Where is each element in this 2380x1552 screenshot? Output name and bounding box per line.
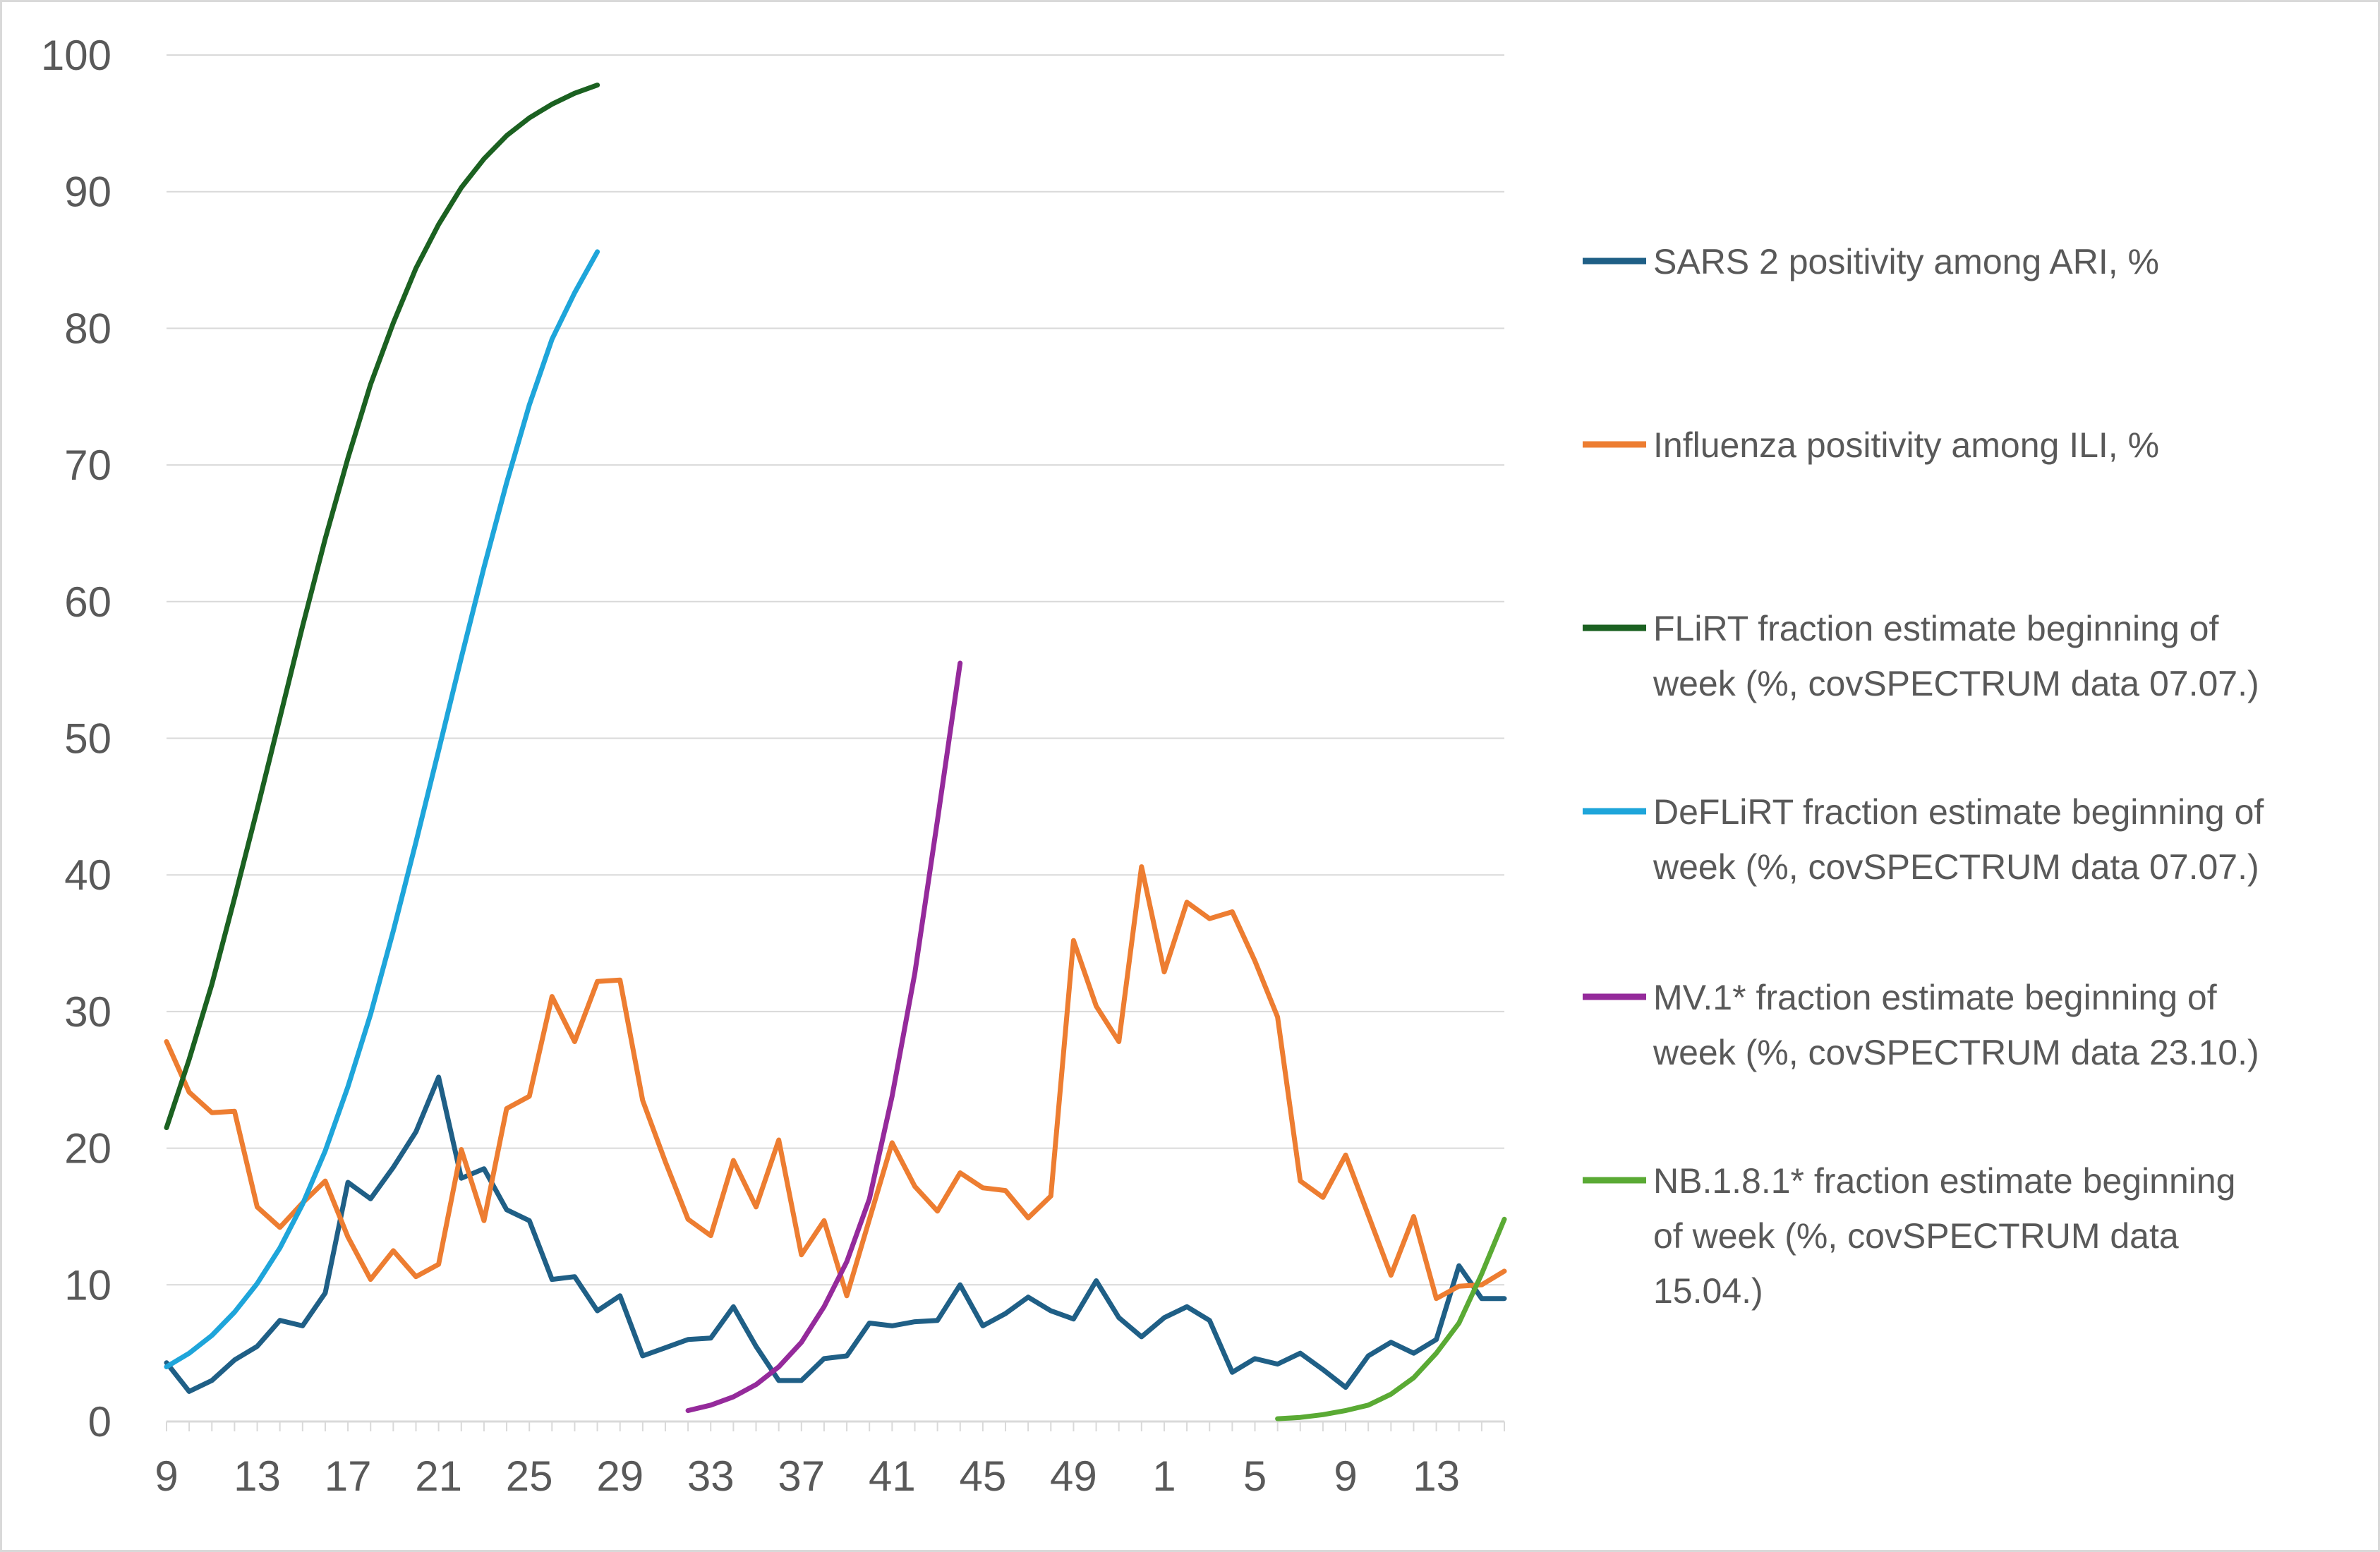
- x-tick-label: 13: [234, 1453, 281, 1500]
- x-tick-label: 13: [1413, 1453, 1460, 1500]
- y-tick-label: 60: [64, 578, 111, 626]
- x-tick-label: 41: [869, 1453, 916, 1500]
- legend-item: MV.1* fraction estimate beginning of week…: [1583, 978, 2259, 1072]
- legend-label: of week (%, covSPECTRUM data: [1653, 1216, 2179, 1256]
- legend-label: week (%, covSPECTRUM data 23.10.): [1653, 1033, 2259, 1072]
- y-tick-label: 50: [64, 715, 111, 763]
- y-tick-label: 40: [64, 851, 111, 899]
- legend-label: week (%, covSPECTRUM data 07.07.): [1653, 664, 2259, 703]
- legend-label: FLiRT fraction estimate beginning of: [1653, 609, 2218, 648]
- y-tick-label: 100: [41, 32, 111, 79]
- legend-item: SARS 2 positivity among ARI, %: [1583, 242, 2159, 281]
- x-tick-label: 17: [325, 1453, 372, 1500]
- x-tick-label: 9: [155, 1453, 178, 1500]
- x-tick-label: 5: [1243, 1453, 1267, 1500]
- x-tick-label: 49: [1050, 1453, 1097, 1500]
- legend-item: NB.1.8.1* fraction estimate beginning of …: [1583, 1161, 2236, 1311]
- y-tick-label: 0: [88, 1398, 111, 1445]
- legend-label: DeFLiRT fraction estimate beginning of: [1653, 792, 2264, 832]
- y-tick-label: 20: [64, 1125, 111, 1172]
- series-line-6: [1275, 1216, 1507, 1421]
- legend-item: FLiRT fraction estimate beginning of week…: [1583, 609, 2259, 703]
- series-line-4: [164, 249, 600, 1369]
- x-tick-label: 21: [415, 1453, 462, 1500]
- y-tick-label: 10: [64, 1261, 111, 1309]
- x-tick-label: 25: [506, 1453, 553, 1500]
- legend: SARS 2 positivity among ARI, % Influenza …: [1583, 242, 2264, 1311]
- x-axis-tick-labels: 9 13 17 21 25 29 33 37 41 45 49 1 5 9 13: [155, 1453, 1460, 1500]
- y-tick-label: 90: [64, 169, 111, 216]
- series-line-1: [164, 1074, 1507, 1394]
- y-axis-tick-labels: 0 10 20 30 40 50 60 70 80 90 100: [41, 32, 111, 1445]
- legend-item: Influenza positivity among ILI, %: [1583, 425, 2159, 465]
- series-line-5: [685, 660, 963, 1413]
- legend-label: NB.1.8.1* fraction estimate beginning: [1653, 1161, 2236, 1201]
- x-tick-label: 37: [778, 1453, 825, 1500]
- x-tick-label: 33: [687, 1453, 735, 1500]
- y-tick-label: 70: [64, 442, 111, 489]
- x-tick-label: 29: [596, 1453, 644, 1500]
- x-tick-label: 9: [1334, 1453, 1357, 1500]
- legend-label: SARS 2 positivity among ARI, %: [1653, 242, 2159, 281]
- x-tick-label: 1: [1152, 1453, 1176, 1500]
- legend-label: MV.1* fraction estimate beginning of: [1653, 978, 2217, 1017]
- y-tick-label: 80: [64, 305, 111, 352]
- series-line-3: [164, 83, 600, 1130]
- legend-label: Influenza positivity among ILI, %: [1653, 425, 2159, 465]
- legend-item: DeFLiRT fraction estimate beginning of we…: [1583, 792, 2264, 887]
- axes: [166, 1420, 1505, 1431]
- y-tick-label: 30: [64, 988, 111, 1036]
- legend-label: week (%, covSPECTRUM data 07.07.): [1653, 847, 2259, 887]
- series-lines: [164, 83, 1507, 1421]
- x-tick-label: 45: [960, 1453, 1007, 1500]
- legend-label: 15.04.): [1653, 1271, 1763, 1311]
- series-line-2: [164, 864, 1507, 1302]
- gridlines: [167, 54, 1504, 1286]
